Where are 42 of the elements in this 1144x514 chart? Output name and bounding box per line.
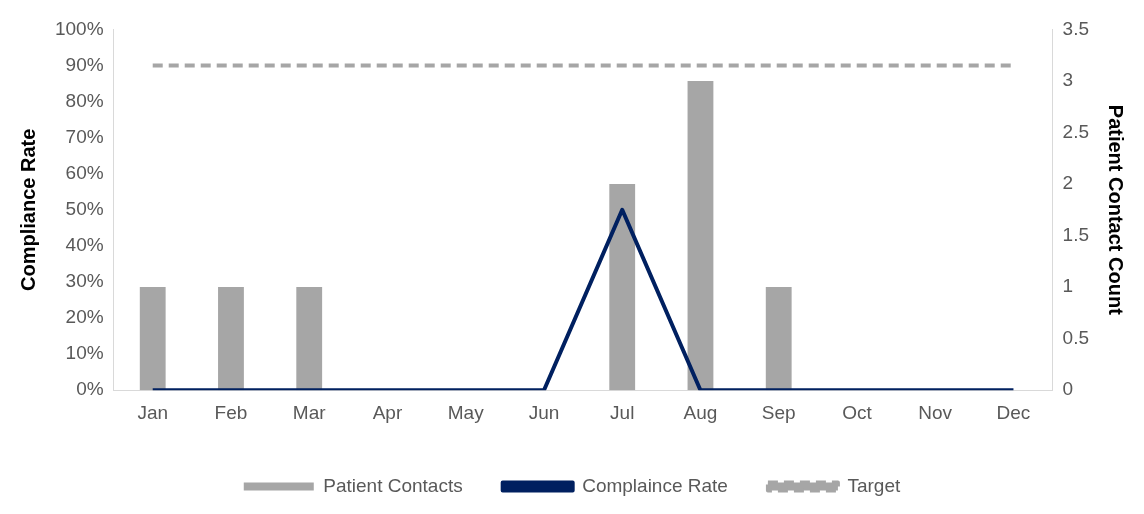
y2-tick-label: 1.5 (1062, 223, 1090, 245)
x-tick-label: Jun (528, 401, 560, 423)
y2-tick-label: 2.5 (1062, 120, 1090, 142)
y-tick-label: 10% (65, 342, 104, 364)
y2-tick-label: 1 (1062, 275, 1074, 297)
bar (296, 287, 323, 391)
y-tick-label: 60% (65, 161, 104, 183)
y2-tick-label: 0 (1062, 378, 1074, 400)
legend-label: Patient Contacts (323, 474, 463, 496)
y-axis-title: Compliance Rate (16, 128, 39, 291)
bar (687, 80, 714, 391)
x-tick-label: Jul (610, 401, 635, 423)
y-tick-label: 0% (76, 378, 104, 400)
x-tick-label: Oct (842, 401, 873, 423)
y-tick-label: 90% (65, 53, 104, 75)
y-tick-label: 40% (65, 234, 104, 256)
x-tick-label: Mar (292, 401, 327, 423)
x-tick-label: Nov (918, 401, 953, 423)
x-tick-label: Feb (214, 401, 248, 423)
legend-label: Complaince Rate (582, 474, 728, 496)
y-tick-label: 30% (65, 270, 104, 292)
x-tick-label: Apr (372, 401, 403, 423)
x-tick-label: Jan (137, 401, 169, 423)
y2-tick-label: 3 (1062, 69, 1074, 91)
legend-label: Target (847, 474, 901, 496)
bar (765, 287, 792, 391)
y-tick-label: 50% (65, 198, 104, 220)
x-tick-label: Sep (761, 401, 796, 423)
y-tick-label: 20% (65, 306, 104, 328)
bar (218, 287, 244, 391)
bar (139, 287, 166, 391)
y2-tick-label: 2 (1062, 172, 1074, 194)
x-tick-label: May (447, 401, 485, 423)
x-tick-label: Dec (996, 401, 1031, 423)
y-tick-label: 70% (65, 125, 104, 147)
y-tick-label: 80% (65, 89, 104, 111)
y-tick-label: 100% (54, 17, 104, 39)
y2-tick-label: 0.5 (1062, 326, 1090, 348)
bar (609, 184, 636, 391)
x-tick-label: Aug (683, 401, 718, 423)
y2-tick-label: 3.5 (1062, 17, 1090, 39)
y2-axis-title: Patient Contact Count (1105, 104, 1128, 316)
